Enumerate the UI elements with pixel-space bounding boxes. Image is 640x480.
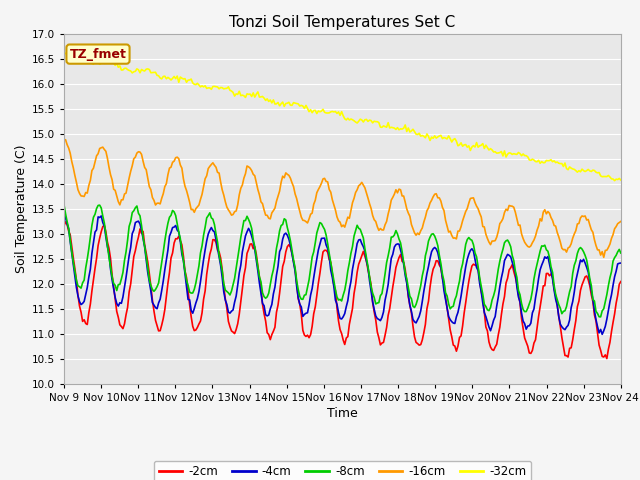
Legend: -2cm, -4cm, -8cm, -16cm, -32cm: -2cm, -4cm, -8cm, -16cm, -32cm — [154, 461, 531, 480]
Title: Tonzi Soil Temperatures Set C: Tonzi Soil Temperatures Set C — [229, 15, 456, 30]
Y-axis label: Soil Temperature (C): Soil Temperature (C) — [15, 144, 28, 273]
X-axis label: Time: Time — [327, 407, 358, 420]
Text: TZ_fmet: TZ_fmet — [70, 48, 127, 60]
